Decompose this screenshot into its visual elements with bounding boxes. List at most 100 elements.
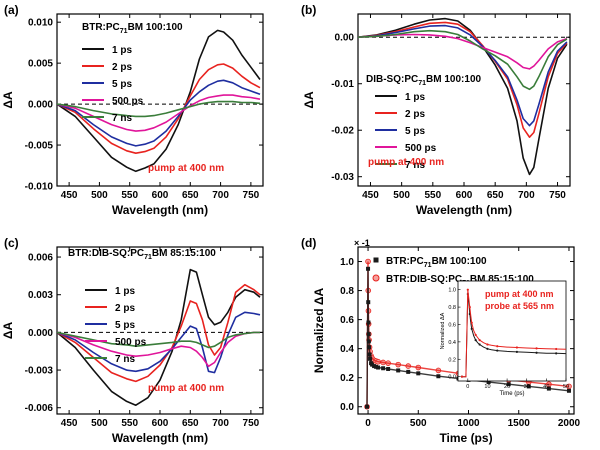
- inset-data-point: [555, 352, 558, 355]
- x-tick-label: 700: [212, 418, 229, 429]
- series-line-7ns: [57, 100, 261, 118]
- chart-title-subscript: 71: [120, 28, 128, 35]
- y-tick-label: -0.010: [25, 182, 54, 193]
- legend-marker: [373, 257, 379, 263]
- legend-label: 2 ps: [112, 62, 132, 73]
- x-axis-label: Wavelength (nm): [416, 203, 512, 217]
- chart-title-part: DIB-SQ:PC: [366, 74, 418, 85]
- y-axis-label: ΔA: [1, 91, 15, 109]
- annotation-text: pump at 400 nm: [148, 383, 224, 394]
- legend-label: 1 ps: [112, 45, 132, 56]
- annotation-text: pump at 400 nm: [148, 163, 224, 174]
- inset-data-point: [468, 305, 471, 309]
- chart-title-subscript: 71: [418, 80, 426, 87]
- y-tick-label: 0.000: [28, 328, 53, 339]
- inset-x-tick-label: 30: [524, 384, 530, 390]
- legend-label: 500 ps: [115, 337, 147, 348]
- x-tick-label: 750: [243, 190, 260, 201]
- legend-label: 7 ns: [115, 354, 135, 365]
- series-line-500ps: [57, 331, 260, 368]
- inset-series-line: [461, 293, 567, 378]
- series-line-5ps: [57, 311, 261, 374]
- inset-x-tick-label: 20: [504, 384, 510, 390]
- inset-y-tick-label: 0.4: [448, 340, 456, 346]
- y-tick-label: 0.2: [340, 373, 354, 384]
- y-tick-label: -0.005: [25, 141, 54, 152]
- legend-label: 1 ps: [115, 286, 135, 297]
- inset-data-point: [478, 339, 481, 342]
- x-tick-label: 700: [518, 190, 535, 201]
- panel-b: (b) 450 500 550 600 650 700 750 -0.03 -0.02 -0.01 0…: [301, 3, 571, 217]
- y-tick-label: 0.4: [340, 344, 354, 355]
- y-tick-label: -0.02: [331, 126, 354, 137]
- x-tick-label: 550: [121, 418, 138, 429]
- y-tick-label: 0.003: [28, 290, 53, 301]
- y-tick-label: 1.0: [340, 257, 354, 268]
- y-axis-label: ΔA: [1, 322, 15, 340]
- inset-data-point: [486, 343, 489, 346]
- inset-series-line: [461, 289, 567, 378]
- inset-data-point: [515, 350, 519, 353]
- y-tick-label: -0.01: [331, 79, 354, 90]
- inset-y-tick-label: 0.6: [448, 322, 456, 328]
- legend-label: 7 ns: [112, 113, 132, 124]
- legend-label-part: BTR:PC: [386, 256, 424, 267]
- series-line-5ps: [57, 79, 261, 147]
- legend-label: 500 ps: [112, 96, 144, 107]
- panel-c: (c) 450 500 550 600 650 700 750 -0.006 -0.003 0.00…: [1, 236, 264, 445]
- y-tick-label: 0.8: [340, 286, 354, 297]
- x-tick-label: 750: [243, 418, 260, 429]
- x-tick-label: 550: [121, 190, 138, 201]
- legend-label: 7 ns: [405, 160, 425, 171]
- chart-title-part: BM 100:100: [426, 74, 481, 85]
- chart-title: BTR:DIB-SQ:PC71BM 85:15:100: [68, 248, 216, 261]
- chart-title-part: BTR:DIB-SQ:PC: [68, 248, 144, 259]
- x-tick-label: 500: [91, 190, 108, 201]
- y-tick-label: 0.0: [340, 402, 354, 413]
- y-tick-label: -0.006: [25, 403, 54, 414]
- inset-x-tick-label: 50: [563, 384, 569, 390]
- inset-y-tick-label: 1.0: [448, 288, 456, 294]
- legend-label-part: BM 85:15:100: [470, 274, 534, 285]
- inset-x-tick-label: 10: [484, 384, 490, 390]
- data-point-square: [365, 404, 370, 409]
- x-tick-label: 600: [152, 190, 169, 201]
- inset-data-point: [470, 327, 473, 330]
- y-tick-label: 0.00: [335, 33, 355, 44]
- series-line-1ps: [358, 17, 568, 176]
- series-line-2ps: [57, 63, 261, 154]
- x-axis-label: Wavelength (nm): [112, 431, 208, 445]
- inset-data-point: [486, 347, 489, 350]
- legend-label: 500 ps: [405, 143, 437, 154]
- x-tick-label: 750: [549, 190, 566, 201]
- series-line-500ps: [358, 33, 568, 70]
- legend-label: 5 ps: [115, 320, 135, 331]
- y-tick-label: 0.6: [340, 315, 354, 326]
- plot-frame: [357, 246, 575, 415]
- legend-label: 1 ps: [405, 92, 425, 103]
- x-tick-label: 500: [393, 190, 410, 201]
- inset-x-tick-label: 40: [543, 384, 549, 390]
- x-tick-label: 600: [456, 190, 473, 201]
- chart-title: DIB-SQ:PC71BM 100:100: [366, 74, 481, 87]
- inset-data-point: [496, 349, 499, 352]
- y-tick-label: 0.000: [28, 100, 53, 111]
- y-axis-label: ΔA: [302, 91, 316, 109]
- series-line-7ns: [57, 331, 260, 349]
- chart-title-part: BTR:PC: [82, 22, 120, 33]
- inset-y-tick-label: 0.0: [448, 375, 456, 381]
- inset-annotation: probe at 565 nm: [485, 301, 554, 311]
- x-axis-label: Time (ps): [439, 431, 492, 445]
- x-tick-label: 450: [61, 190, 78, 201]
- legend-label-part: BTR:DIB-SQ:PC: [386, 274, 462, 285]
- inset-data-point: [496, 345, 499, 348]
- y-multiplier: × -1: [354, 238, 370, 248]
- chart-title: BTR:PC71BM 100:100: [82, 22, 183, 35]
- y-tick-label: -0.003: [25, 366, 54, 377]
- x-tick-label: 500: [91, 418, 108, 429]
- x-tick-label: 500: [410, 418, 427, 429]
- inset-annotation: pump at 400 nm: [485, 289, 554, 299]
- inset-data-point: [535, 347, 538, 350]
- legend-label: BTR:PC71BM 100:100: [386, 256, 487, 269]
